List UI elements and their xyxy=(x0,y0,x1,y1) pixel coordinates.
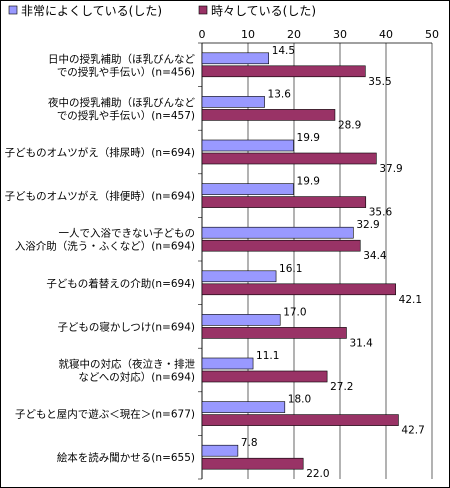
bar-s2-c7 xyxy=(201,327,347,339)
category-label-8-line-1: 就寝中の対応（夜泣き・排泄 xyxy=(59,358,196,371)
value-label-s1-c6: 16.1 xyxy=(279,263,302,275)
category-label-6-line-1: 子どもの着替えの介助(n=694) xyxy=(46,277,195,290)
value-label-s2-c6: 42.1 xyxy=(399,294,422,306)
value-label-s1-c10: 7.8 xyxy=(241,437,258,449)
category-label-9-line-1: 子どもと屋内で遊ぶ＜現在＞(n=677) xyxy=(15,408,195,421)
bar-s1-c8 xyxy=(201,357,254,370)
category-label-2-line-1: 夜中の授乳補助（ほ乳びんなど xyxy=(48,96,195,109)
legend-label-1: 非常によくしている(した) xyxy=(21,4,162,18)
category-label-7-line-1: 子どもの寝かしつけ(n=694) xyxy=(57,320,195,333)
x-tick-label-10: 10 xyxy=(241,28,255,41)
bar-s1-c7 xyxy=(201,314,281,326)
bar-s1-c10 xyxy=(201,444,239,457)
category-label-8-line-2: などへの対応）(n=694) xyxy=(78,371,195,384)
value-label-s2-c7: 31.4 xyxy=(349,337,373,349)
value-label-s2-c1: 35.5 xyxy=(368,76,391,88)
value-label-s2-c3: 37.9 xyxy=(379,163,402,175)
value-label-s2-c5: 34.4 xyxy=(363,250,387,262)
value-label-s1-c9: 18.0 xyxy=(288,394,311,406)
category-label-4-line-1: 子どものオムツがえ（排便時）(n=694) xyxy=(5,190,195,203)
legend-swatch-1 xyxy=(8,5,18,15)
x-tick-label-50: 50 xyxy=(425,28,439,41)
value-label-s1-c3: 19.9 xyxy=(297,132,320,144)
value-label-s1-c1: 14.5 xyxy=(272,45,295,57)
value-label-s2-c9: 42.7 xyxy=(401,425,424,437)
bar-s2-c5 xyxy=(201,239,361,252)
x-tick-label-0: 0 xyxy=(199,28,206,41)
bar-s2-c4 xyxy=(201,196,367,208)
plot-area xyxy=(202,43,432,479)
legend-label-2: 時々している(した) xyxy=(211,4,316,18)
value-label-s2-c4: 35.6 xyxy=(369,207,393,219)
bar-s2-c3 xyxy=(201,152,377,165)
bar-s1-c2 xyxy=(201,96,265,108)
bar-s1-c4 xyxy=(201,183,294,195)
category-label-2-line-2: での授乳や手伝い）(n=457) xyxy=(57,109,195,122)
value-label-s2-c10: 22.0 xyxy=(306,468,329,480)
bar-s2-c10 xyxy=(201,457,304,470)
x-tick-label-30: 30 xyxy=(333,28,347,41)
bar-s2-c2 xyxy=(201,109,336,121)
category-label-1-line-1: 日中の授乳補助（ほ乳びんなど xyxy=(48,52,195,65)
category-label-1-line-2: での授乳や手伝い）(n=456) xyxy=(57,65,195,78)
category-label-5-line-2: 入浴介助（洗う・ふくなど）(n=694) xyxy=(15,240,195,253)
value-label-s1-c2: 13.6 xyxy=(268,88,292,100)
value-label-s1-c5: 32.9 xyxy=(356,219,379,231)
bar-s2-c9 xyxy=(201,414,399,426)
category-label-10-line-1: 絵本を読み聞かせる(n=655) xyxy=(57,451,195,464)
category-label-3-line-1: 子どものオムツがえ（排尿時）(n=694) xyxy=(5,146,195,159)
category-label-5-line-1: 一人で入浴できない子どもの xyxy=(59,228,196,240)
bar-s1-c6 xyxy=(201,270,277,283)
bar-s2-c8 xyxy=(201,370,328,383)
x-tick-label-20: 20 xyxy=(287,28,301,41)
bar-s2-c1 xyxy=(201,65,366,78)
legend-swatch-2 xyxy=(198,5,208,15)
value-label-s1-c7: 17.0 xyxy=(283,306,306,318)
value-label-s2-c8: 27.2 xyxy=(330,381,353,393)
bar-s2-c6 xyxy=(201,283,396,296)
bar-s1-c3 xyxy=(201,139,294,152)
bar-s1-c1 xyxy=(201,52,269,65)
x-tick-label-40: 40 xyxy=(379,28,393,41)
bar-s1-c9 xyxy=(201,401,286,413)
value-label-s1-c4: 19.9 xyxy=(297,176,320,188)
bar-s1-c5 xyxy=(201,226,354,239)
value-label-s1-c8: 11.1 xyxy=(256,350,279,362)
value-label-s2-c2: 28.9 xyxy=(338,119,361,131)
